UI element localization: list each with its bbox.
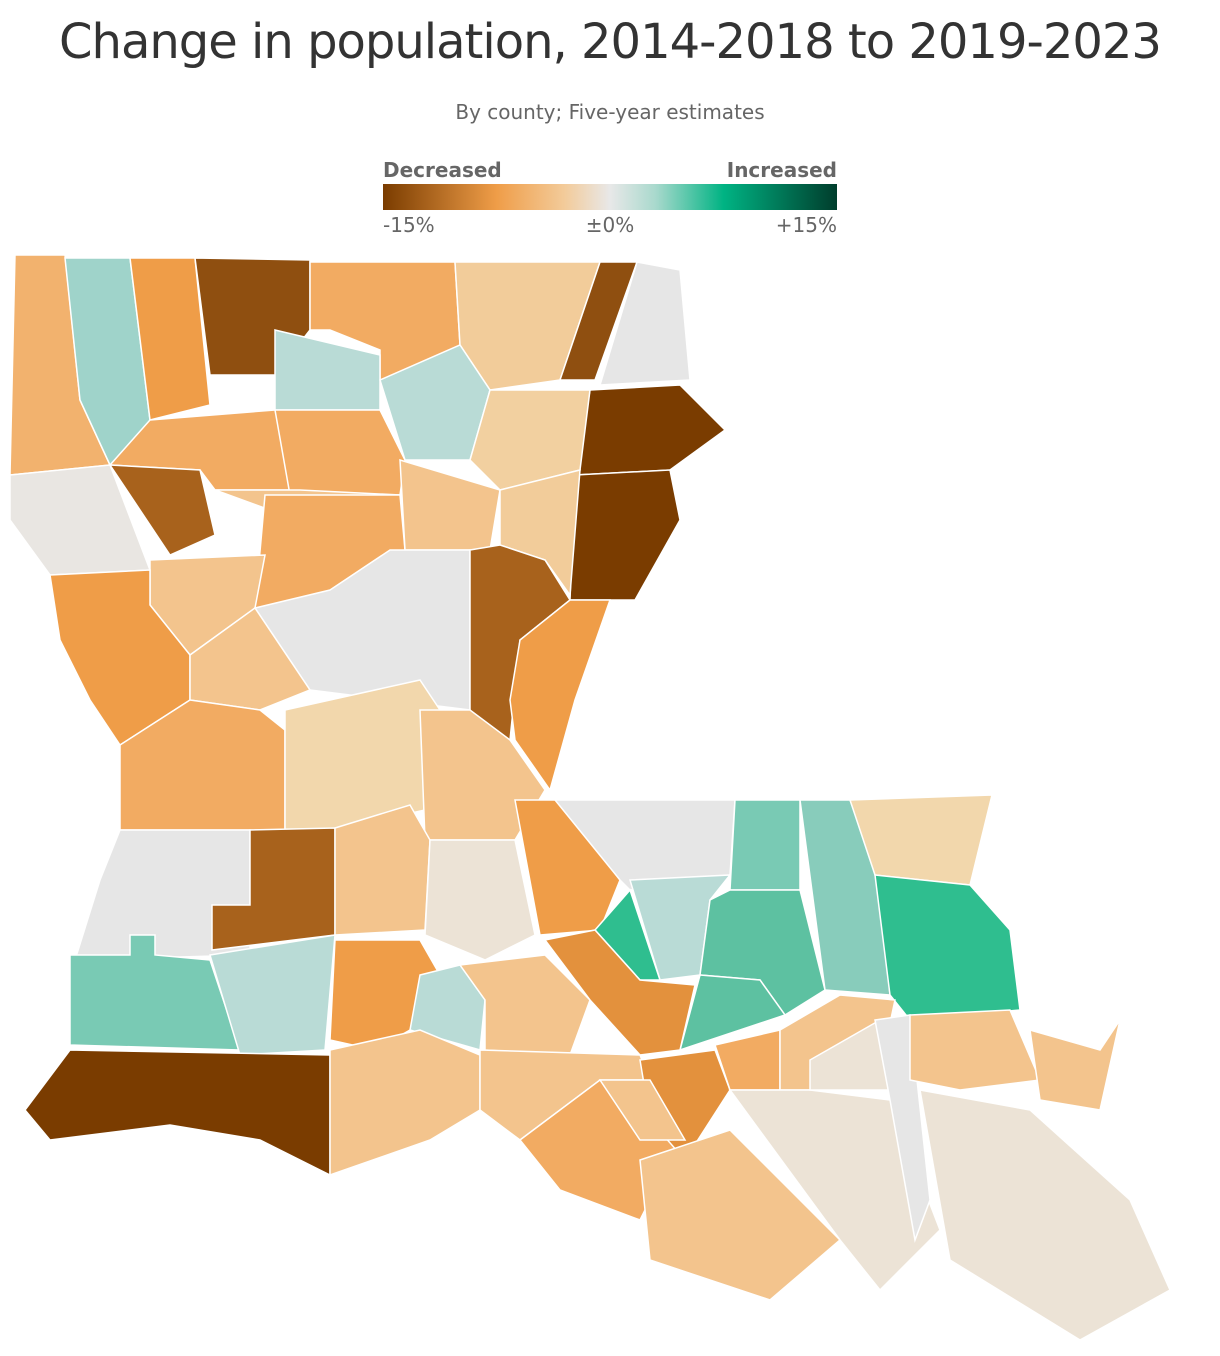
legend-scale — [383, 184, 837, 210]
legend: Decreased Increased -15% ±0% +15% — [383, 158, 837, 237]
legend-tick-label: -15% — [383, 213, 435, 237]
title: Change in population, 2014-2018 to 2019-… — [59, 14, 1162, 70]
legend-tick-label: ±0% — [586, 213, 635, 237]
legend-low: Decreased — [383, 158, 502, 182]
legend-high: Increased — [727, 158, 837, 182]
legend-tick-label: +15% — [776, 213, 837, 237]
parishes — [9, 254, 1171, 1341]
subtitle: By county; Five-year estimates — [455, 100, 765, 124]
